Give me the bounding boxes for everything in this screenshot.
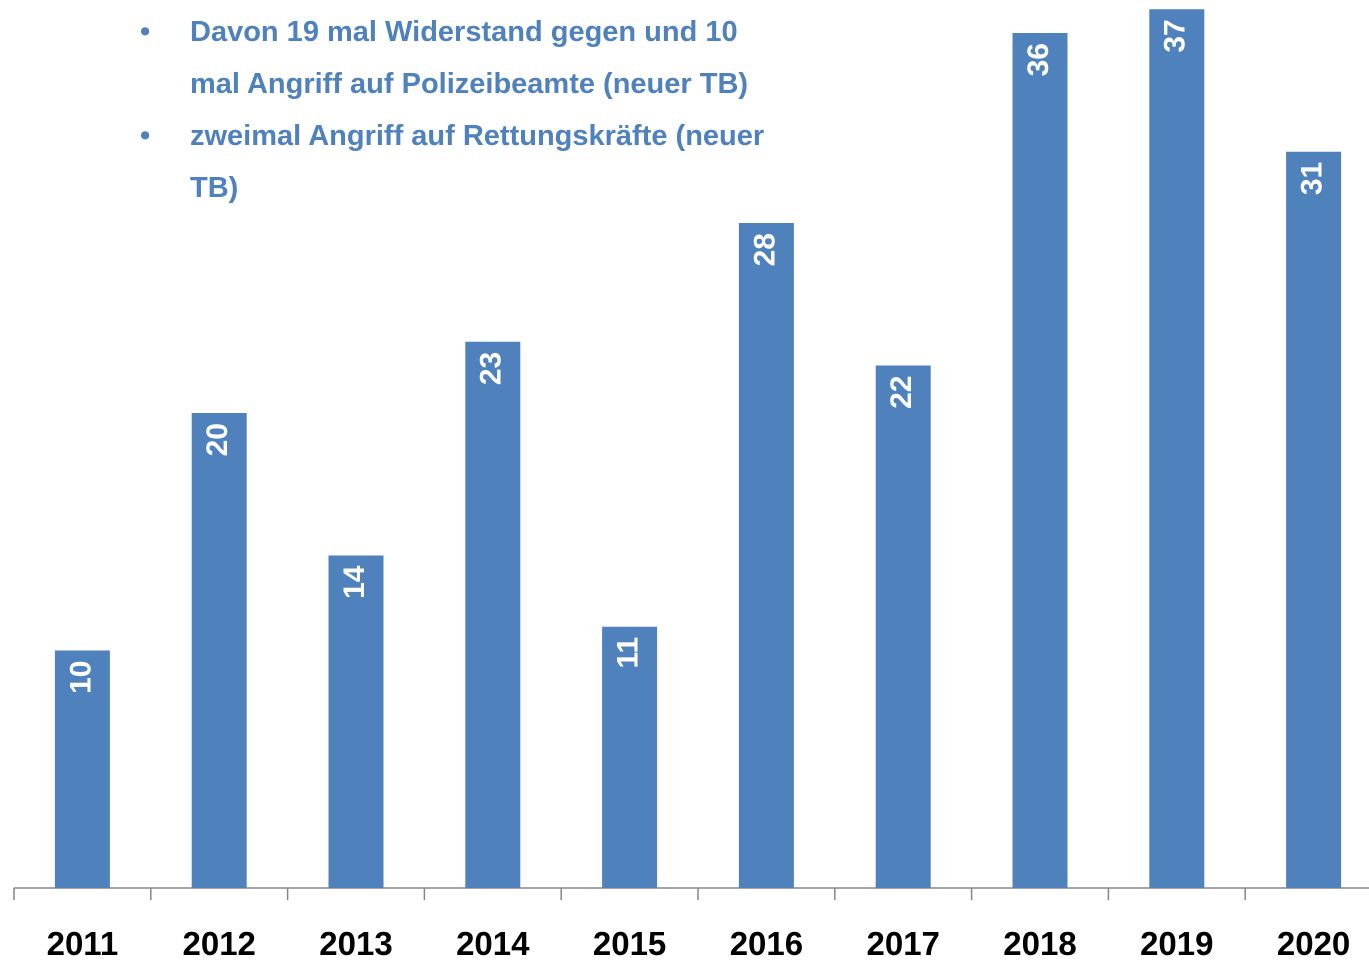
x-tick-label: 2018 xyxy=(1003,925,1076,962)
x-tick-label: 2013 xyxy=(319,925,392,962)
bar xyxy=(465,341,521,888)
bar xyxy=(191,413,247,888)
annotation: zweimal Angriff auf Rettungskräfte (neue… xyxy=(140,110,780,214)
data-label: 11 xyxy=(612,637,645,669)
data-label: 36 xyxy=(1022,43,1055,76)
data-label: 10 xyxy=(64,661,97,694)
bar xyxy=(1012,33,1068,888)
bar xyxy=(875,365,931,888)
data-label: 20 xyxy=(201,423,234,456)
annotations: Davon 19 mal Widerstand gegen und 10 mal… xyxy=(140,6,790,214)
data-label: 14 xyxy=(338,565,371,599)
data-label: 22 xyxy=(885,376,918,409)
data-label: 28 xyxy=(748,233,781,266)
data-label: 23 xyxy=(475,352,508,385)
x-tick-label: 2015 xyxy=(593,925,666,962)
bar xyxy=(1149,9,1205,888)
bar xyxy=(328,555,384,888)
data-label: 31 xyxy=(1296,162,1329,195)
bar xyxy=(54,650,110,888)
x-tick-label: 2019 xyxy=(1140,925,1213,962)
x-tick-label: 2016 xyxy=(730,925,803,962)
x-tick-label: 2020 xyxy=(1277,925,1350,962)
x-tick-label: 2017 xyxy=(866,925,939,962)
bar xyxy=(738,223,794,888)
data-label: 37 xyxy=(1159,19,1192,52)
x-tick-label: 2014 xyxy=(456,925,530,962)
x-tick-label: 2011 xyxy=(47,925,119,962)
bar xyxy=(602,626,658,888)
annotation: Davon 19 mal Widerstand gegen und 10 mal… xyxy=(140,6,780,110)
x-tick-label: 2012 xyxy=(182,925,255,962)
bar xyxy=(1286,151,1342,888)
